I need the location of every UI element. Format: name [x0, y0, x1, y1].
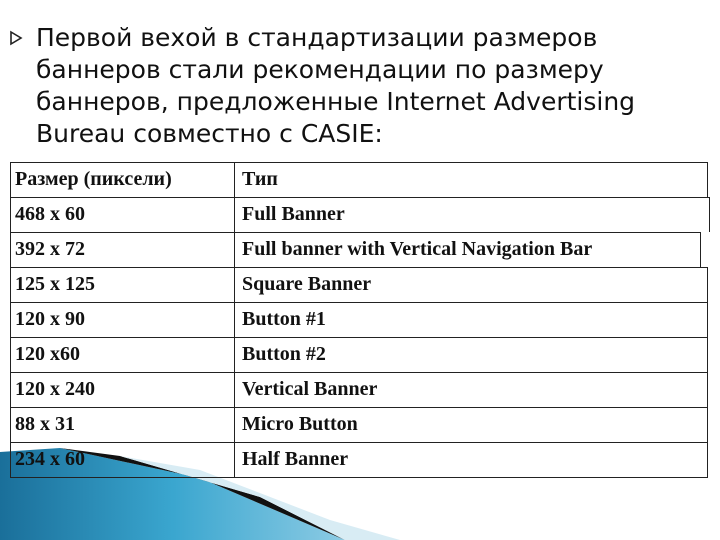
cell-size: 125 x 125	[11, 268, 235, 302]
cell-type: Half Banner	[242, 448, 349, 470]
cell-size: 120 x 240	[11, 373, 235, 407]
header-type: Тип	[242, 168, 278, 190]
table-row: 392 x 72 Full banner with Vertical Navig…	[10, 232, 701, 267]
cell-type: Button #2	[242, 343, 326, 365]
cell-size: 392 x 72	[11, 233, 235, 267]
table-row: 120 x 240 Vertical Banner	[10, 372, 708, 407]
cell-type: Vertical Banner	[242, 378, 378, 400]
header-size: Размер (пиксели)	[11, 163, 235, 197]
cell-size: 88 x 31	[11, 408, 235, 442]
table-row: 125 x 125 Square Banner	[10, 267, 708, 302]
triangle-right-outline-icon	[10, 30, 23, 46]
table-row: 88 x 31 Micro Button	[10, 407, 708, 442]
cell-type: Micro Button	[242, 413, 358, 435]
cell-type: Square Banner	[242, 273, 372, 295]
cell-size: 120 x60	[11, 338, 235, 372]
paragraph-line: баннеров стали рекомендации по размеру	[36, 55, 604, 84]
intro-paragraph: Первой вехой в стандартизации размеров б…	[36, 22, 706, 150]
paragraph-line: баннеров, предложенные Internet Advertis…	[36, 87, 636, 116]
cell-size: 120 x 90	[11, 303, 235, 337]
table-row: 120 x60 Button #2	[10, 337, 708, 372]
cell-type: Button #1	[242, 308, 326, 330]
cell-type: Full Banner	[242, 203, 345, 225]
paragraph-line: Первой вехой в стандартизации размеров	[36, 23, 598, 52]
cell-size: 234 x 60	[11, 443, 235, 477]
cell-size: 468 x 60	[11, 198, 235, 232]
table-row: 234 x 60 Half Banner	[10, 442, 708, 478]
cell-type: Full banner with Vertical Navigation Bar	[242, 238, 593, 260]
table-row: 120 x 90 Button #1	[10, 302, 708, 337]
paragraph-line: Bureau совместно с CASIE:	[36, 119, 383, 148]
table-row: 468 x 60 Full Banner	[10, 197, 710, 232]
table-header-row: Размер (пиксели) Тип	[10, 162, 708, 197]
